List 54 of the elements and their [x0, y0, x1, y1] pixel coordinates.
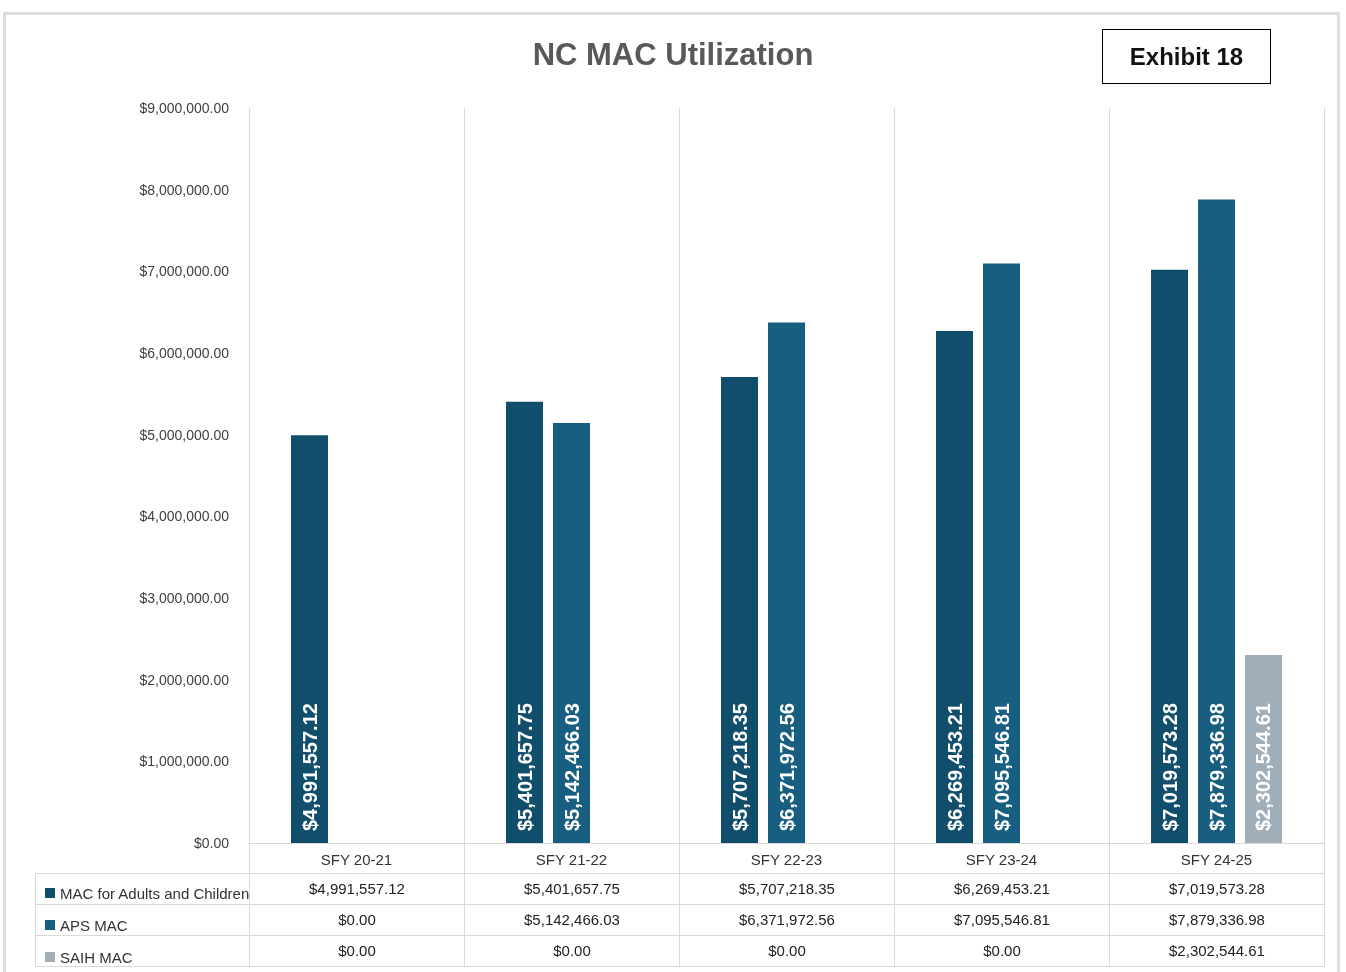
y-tick-label: $7,000,000.00	[139, 263, 230, 280]
bar	[768, 322, 805, 843]
bar	[1151, 269, 1189, 843]
text: $6,269,453.21	[943, 703, 966, 831]
text: Exhibit 18	[1102, 29, 1271, 84]
data-label: $5,401,657.75	[464, 873, 680, 904]
x-tick-label: SFY 20-21	[320, 851, 393, 868]
bar	[506, 401, 544, 843]
bar	[553, 423, 590, 843]
data-label: $6,269,453.21	[894, 873, 1110, 904]
text: $6,371,972.56	[775, 703, 798, 831]
text: $7,095,546.81	[990, 703, 1013, 831]
bar	[983, 263, 1020, 843]
legend-label: APS MAC	[60, 916, 128, 934]
text: $2,302,544.61	[1252, 703, 1275, 831]
y-tick-label: $8,000,000.00	[139, 181, 230, 198]
y-tick-label: $6,000,000.00	[139, 345, 230, 361]
data-label: $7,019,573.28	[1109, 873, 1325, 904]
text: $4,991,557.12	[298, 703, 321, 831]
y-tick-label: $2,000,000.00	[139, 671, 230, 688]
text: $5,707,218.35	[728, 703, 751, 831]
x-tick-label: SFY 22-23	[750, 851, 823, 868]
x-tick-label: SFY 21-22	[535, 851, 608, 868]
data-label: $0.00	[894, 935, 1110, 966]
bar	[291, 435, 329, 843]
y-tick-label: $5,000,000.00	[139, 426, 230, 443]
x-tick-label: SFY 23-24	[965, 851, 1038, 868]
data-label: $0.00	[249, 904, 465, 935]
text: $5,401,657.75	[513, 703, 536, 831]
text: $7,019,573.28	[1158, 703, 1181, 831]
data-label: $6,371,972.56	[679, 904, 895, 935]
text: $7,879,336.98	[1205, 703, 1228, 831]
bar	[1198, 199, 1235, 843]
data-label: $7,879,336.98	[1109, 904, 1325, 935]
y-tick-label: $3,000,000.00	[139, 590, 230, 606]
legend-label: SAIH MAC	[60, 948, 133, 966]
data-label: $2,302,544.61	[1109, 935, 1325, 966]
bar	[936, 330, 974, 843]
chart-title: NC MAC Utilization	[532, 37, 814, 72]
y-tick-label: $4,000,000.00	[139, 508, 230, 525]
data-label: $5,707,218.35	[679, 873, 895, 904]
data-label: $0.00	[249, 935, 465, 966]
legend-label: MAC for Adults and Children	[60, 884, 250, 902]
text: $5,142,466.03	[560, 703, 583, 831]
data-label: $0.00	[464, 935, 680, 966]
bar	[721, 376, 759, 843]
x-tick-label: SFY 24-25	[1180, 851, 1253, 868]
y-tick-label: $9,000,000.00	[139, 100, 230, 116]
data-label: $7,095,546.81	[894, 904, 1110, 935]
data-label: $0.00	[679, 935, 895, 966]
data-label: $5,142,466.03	[464, 904, 680, 935]
data-label: $4,991,557.12	[249, 873, 465, 904]
y-tick-label: $1,000,000.00	[139, 753, 230, 770]
y-tick-label: $0.00	[193, 835, 230, 851]
